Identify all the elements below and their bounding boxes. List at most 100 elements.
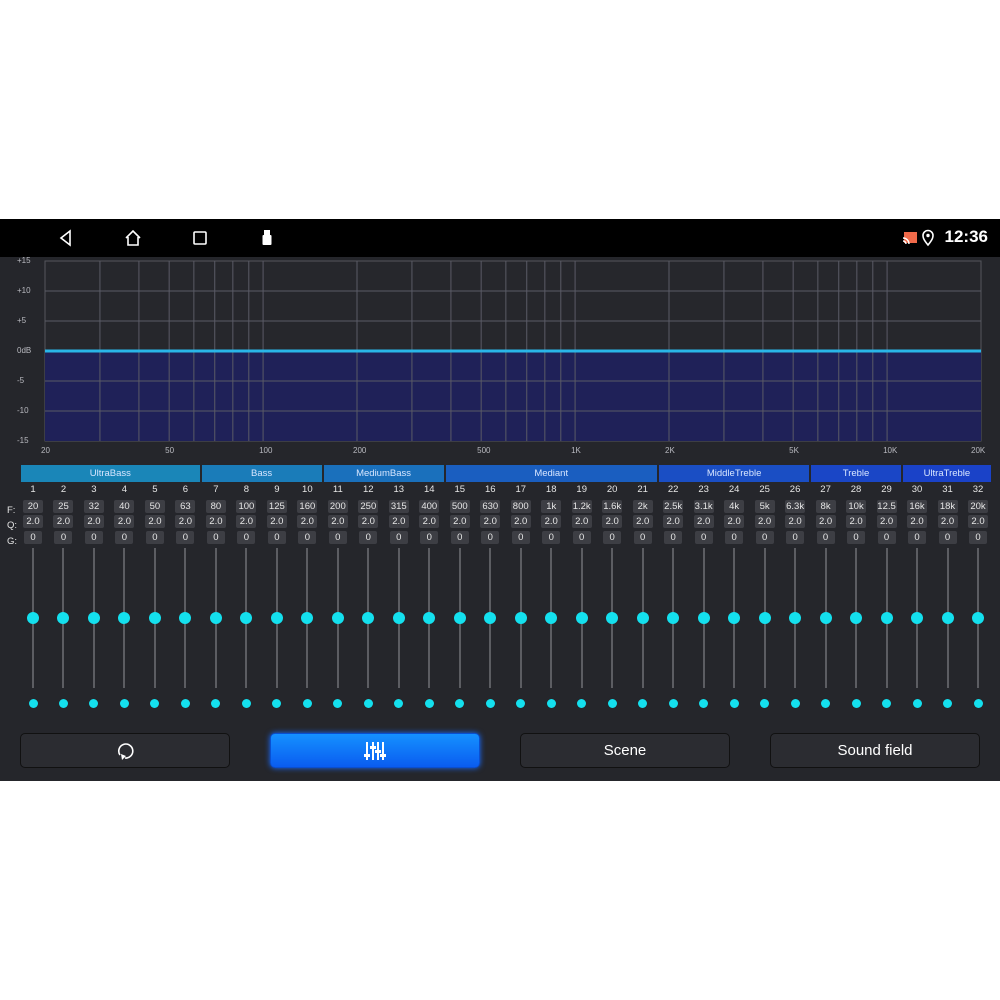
gain-value[interactable]: 0 bbox=[542, 531, 561, 544]
channel-select-dot[interactable] bbox=[668, 699, 678, 708]
gain-slider-knob[interactable] bbox=[697, 612, 710, 624]
q-value[interactable]: 2.0 bbox=[53, 515, 74, 528]
channel-select-dot[interactable] bbox=[912, 699, 922, 708]
gain-value[interactable]: 0 bbox=[511, 531, 530, 544]
recents-icon[interactable] bbox=[190, 228, 210, 248]
channel-select-dot[interactable] bbox=[973, 699, 983, 708]
gain-value[interactable]: 0 bbox=[450, 531, 469, 544]
channel-select-dot[interactable] bbox=[546, 699, 556, 708]
channel-select-dot[interactable] bbox=[821, 699, 831, 708]
channel-select-dot[interactable] bbox=[333, 699, 343, 708]
frequency-value[interactable]: 40 bbox=[114, 500, 135, 513]
gain-slider-knob[interactable] bbox=[941, 612, 954, 624]
gain-value[interactable]: 0 bbox=[816, 531, 835, 544]
gain-value[interactable]: 0 bbox=[237, 531, 256, 544]
gain-value[interactable]: 0 bbox=[84, 531, 103, 544]
channel-select-dot[interactable] bbox=[851, 699, 861, 708]
q-value[interactable]: 2.0 bbox=[663, 515, 684, 528]
gain-slider-knob[interactable] bbox=[270, 612, 283, 624]
band-header-ultrabass[interactable]: UltraBass bbox=[21, 465, 200, 482]
q-value[interactable]: 2.0 bbox=[754, 515, 775, 528]
channel-select-dot[interactable] bbox=[638, 699, 648, 708]
channel-select-dot[interactable] bbox=[180, 699, 190, 708]
gain-value[interactable]: 0 bbox=[938, 531, 957, 544]
gain-value[interactable]: 0 bbox=[633, 531, 652, 544]
band-header-ultratreble[interactable]: UltraTreble bbox=[902, 465, 991, 482]
frequency-value[interactable]: 32 bbox=[83, 500, 104, 513]
frequency-value[interactable]: 50 bbox=[144, 500, 165, 513]
gain-slider-knob[interactable] bbox=[27, 612, 39, 624]
gain-slider-knob[interactable] bbox=[423, 612, 436, 624]
frequency-value[interactable]: 315 bbox=[388, 500, 409, 513]
q-value[interactable]: 2.0 bbox=[266, 515, 287, 528]
q-value[interactable]: 2.0 bbox=[968, 515, 988, 528]
gain-slider-knob[interactable] bbox=[911, 612, 924, 624]
frequency-value[interactable]: 10k bbox=[846, 500, 867, 513]
frequency-value[interactable]: 200 bbox=[327, 500, 348, 513]
gain-slider-knob[interactable] bbox=[392, 612, 405, 624]
q-value[interactable]: 2.0 bbox=[602, 515, 623, 528]
q-value[interactable]: 2.0 bbox=[846, 515, 867, 528]
frequency-value[interactable]: 2.5k bbox=[663, 500, 684, 513]
gain-value[interactable]: 0 bbox=[572, 531, 591, 544]
frequency-value[interactable]: 1.2k bbox=[571, 500, 592, 513]
q-value[interactable]: 2.0 bbox=[693, 515, 714, 528]
gain-slider-knob[interactable] bbox=[148, 612, 161, 624]
channel-select-dot[interactable] bbox=[211, 699, 221, 708]
gain-value[interactable]: 0 bbox=[145, 531, 164, 544]
q-value[interactable]: 2.0 bbox=[724, 515, 745, 528]
gain-value[interactable]: 0 bbox=[725, 531, 744, 544]
channel-select-dot[interactable] bbox=[729, 699, 739, 708]
frequency-value[interactable]: 800 bbox=[510, 500, 531, 513]
channel-select-dot[interactable] bbox=[58, 699, 68, 708]
frequency-value[interactable]: 125 bbox=[266, 500, 287, 513]
frequency-value[interactable]: 20k bbox=[968, 500, 988, 513]
gain-slider-knob[interactable] bbox=[514, 612, 527, 624]
gain-value[interactable]: 0 bbox=[786, 531, 805, 544]
gain-slider-knob[interactable] bbox=[728, 612, 741, 624]
gain-value[interactable]: 0 bbox=[176, 531, 195, 544]
gain-slider-knob[interactable] bbox=[179, 612, 192, 624]
frequency-value[interactable]: 500 bbox=[449, 500, 470, 513]
sound-field-button[interactable]: Sound field bbox=[770, 733, 980, 768]
channel-select-dot[interactable] bbox=[241, 699, 251, 708]
gain-value[interactable]: 0 bbox=[694, 531, 713, 544]
band-header-middletreble[interactable]: MiddleTreble bbox=[658, 465, 810, 482]
channel-select-dot[interactable] bbox=[394, 699, 404, 708]
gain-slider-knob[interactable] bbox=[240, 612, 253, 624]
gain-slider-knob[interactable] bbox=[453, 612, 466, 624]
gain-value[interactable]: 0 bbox=[755, 531, 774, 544]
gain-value[interactable]: 0 bbox=[420, 531, 439, 544]
gain-value[interactable]: 0 bbox=[267, 531, 286, 544]
channel-select-dot[interactable] bbox=[28, 699, 38, 708]
frequency-value[interactable]: 80 bbox=[205, 500, 226, 513]
reset-button[interactable] bbox=[20, 733, 230, 768]
frequency-value[interactable]: 25 bbox=[53, 500, 74, 513]
gain-value[interactable]: 0 bbox=[847, 531, 866, 544]
gain-slider-knob[interactable] bbox=[972, 612, 984, 624]
gain-value[interactable]: 0 bbox=[24, 531, 42, 544]
channel-select-dot[interactable] bbox=[882, 699, 892, 708]
q-value[interactable]: 2.0 bbox=[358, 515, 379, 528]
channel-select-dot[interactable] bbox=[516, 699, 526, 708]
gain-slider-knob[interactable] bbox=[301, 612, 314, 624]
channel-select-dot[interactable] bbox=[607, 699, 617, 708]
q-value[interactable]: 2.0 bbox=[907, 515, 928, 528]
q-value[interactable]: 2.0 bbox=[510, 515, 531, 528]
gain-slider-knob[interactable] bbox=[545, 612, 558, 624]
frequency-value[interactable]: 5k bbox=[754, 500, 775, 513]
q-value[interactable]: 2.0 bbox=[480, 515, 501, 528]
gain-slider-knob[interactable] bbox=[819, 612, 832, 624]
gain-slider-knob[interactable] bbox=[87, 612, 100, 624]
frequency-value[interactable]: 20 bbox=[23, 500, 43, 513]
gain-slider-knob[interactable] bbox=[362, 612, 375, 624]
channel-select-dot[interactable] bbox=[89, 699, 99, 708]
gain-value[interactable]: 0 bbox=[908, 531, 927, 544]
channel-select-dot[interactable] bbox=[302, 699, 312, 708]
gain-slider-knob[interactable] bbox=[789, 612, 802, 624]
band-header-bass[interactable]: Bass bbox=[201, 465, 322, 482]
frequency-value[interactable]: 3.1k bbox=[693, 500, 714, 513]
gain-slider-knob[interactable] bbox=[606, 612, 619, 624]
frequency-value[interactable]: 12.5 bbox=[876, 500, 897, 513]
q-value[interactable]: 2.0 bbox=[937, 515, 958, 528]
